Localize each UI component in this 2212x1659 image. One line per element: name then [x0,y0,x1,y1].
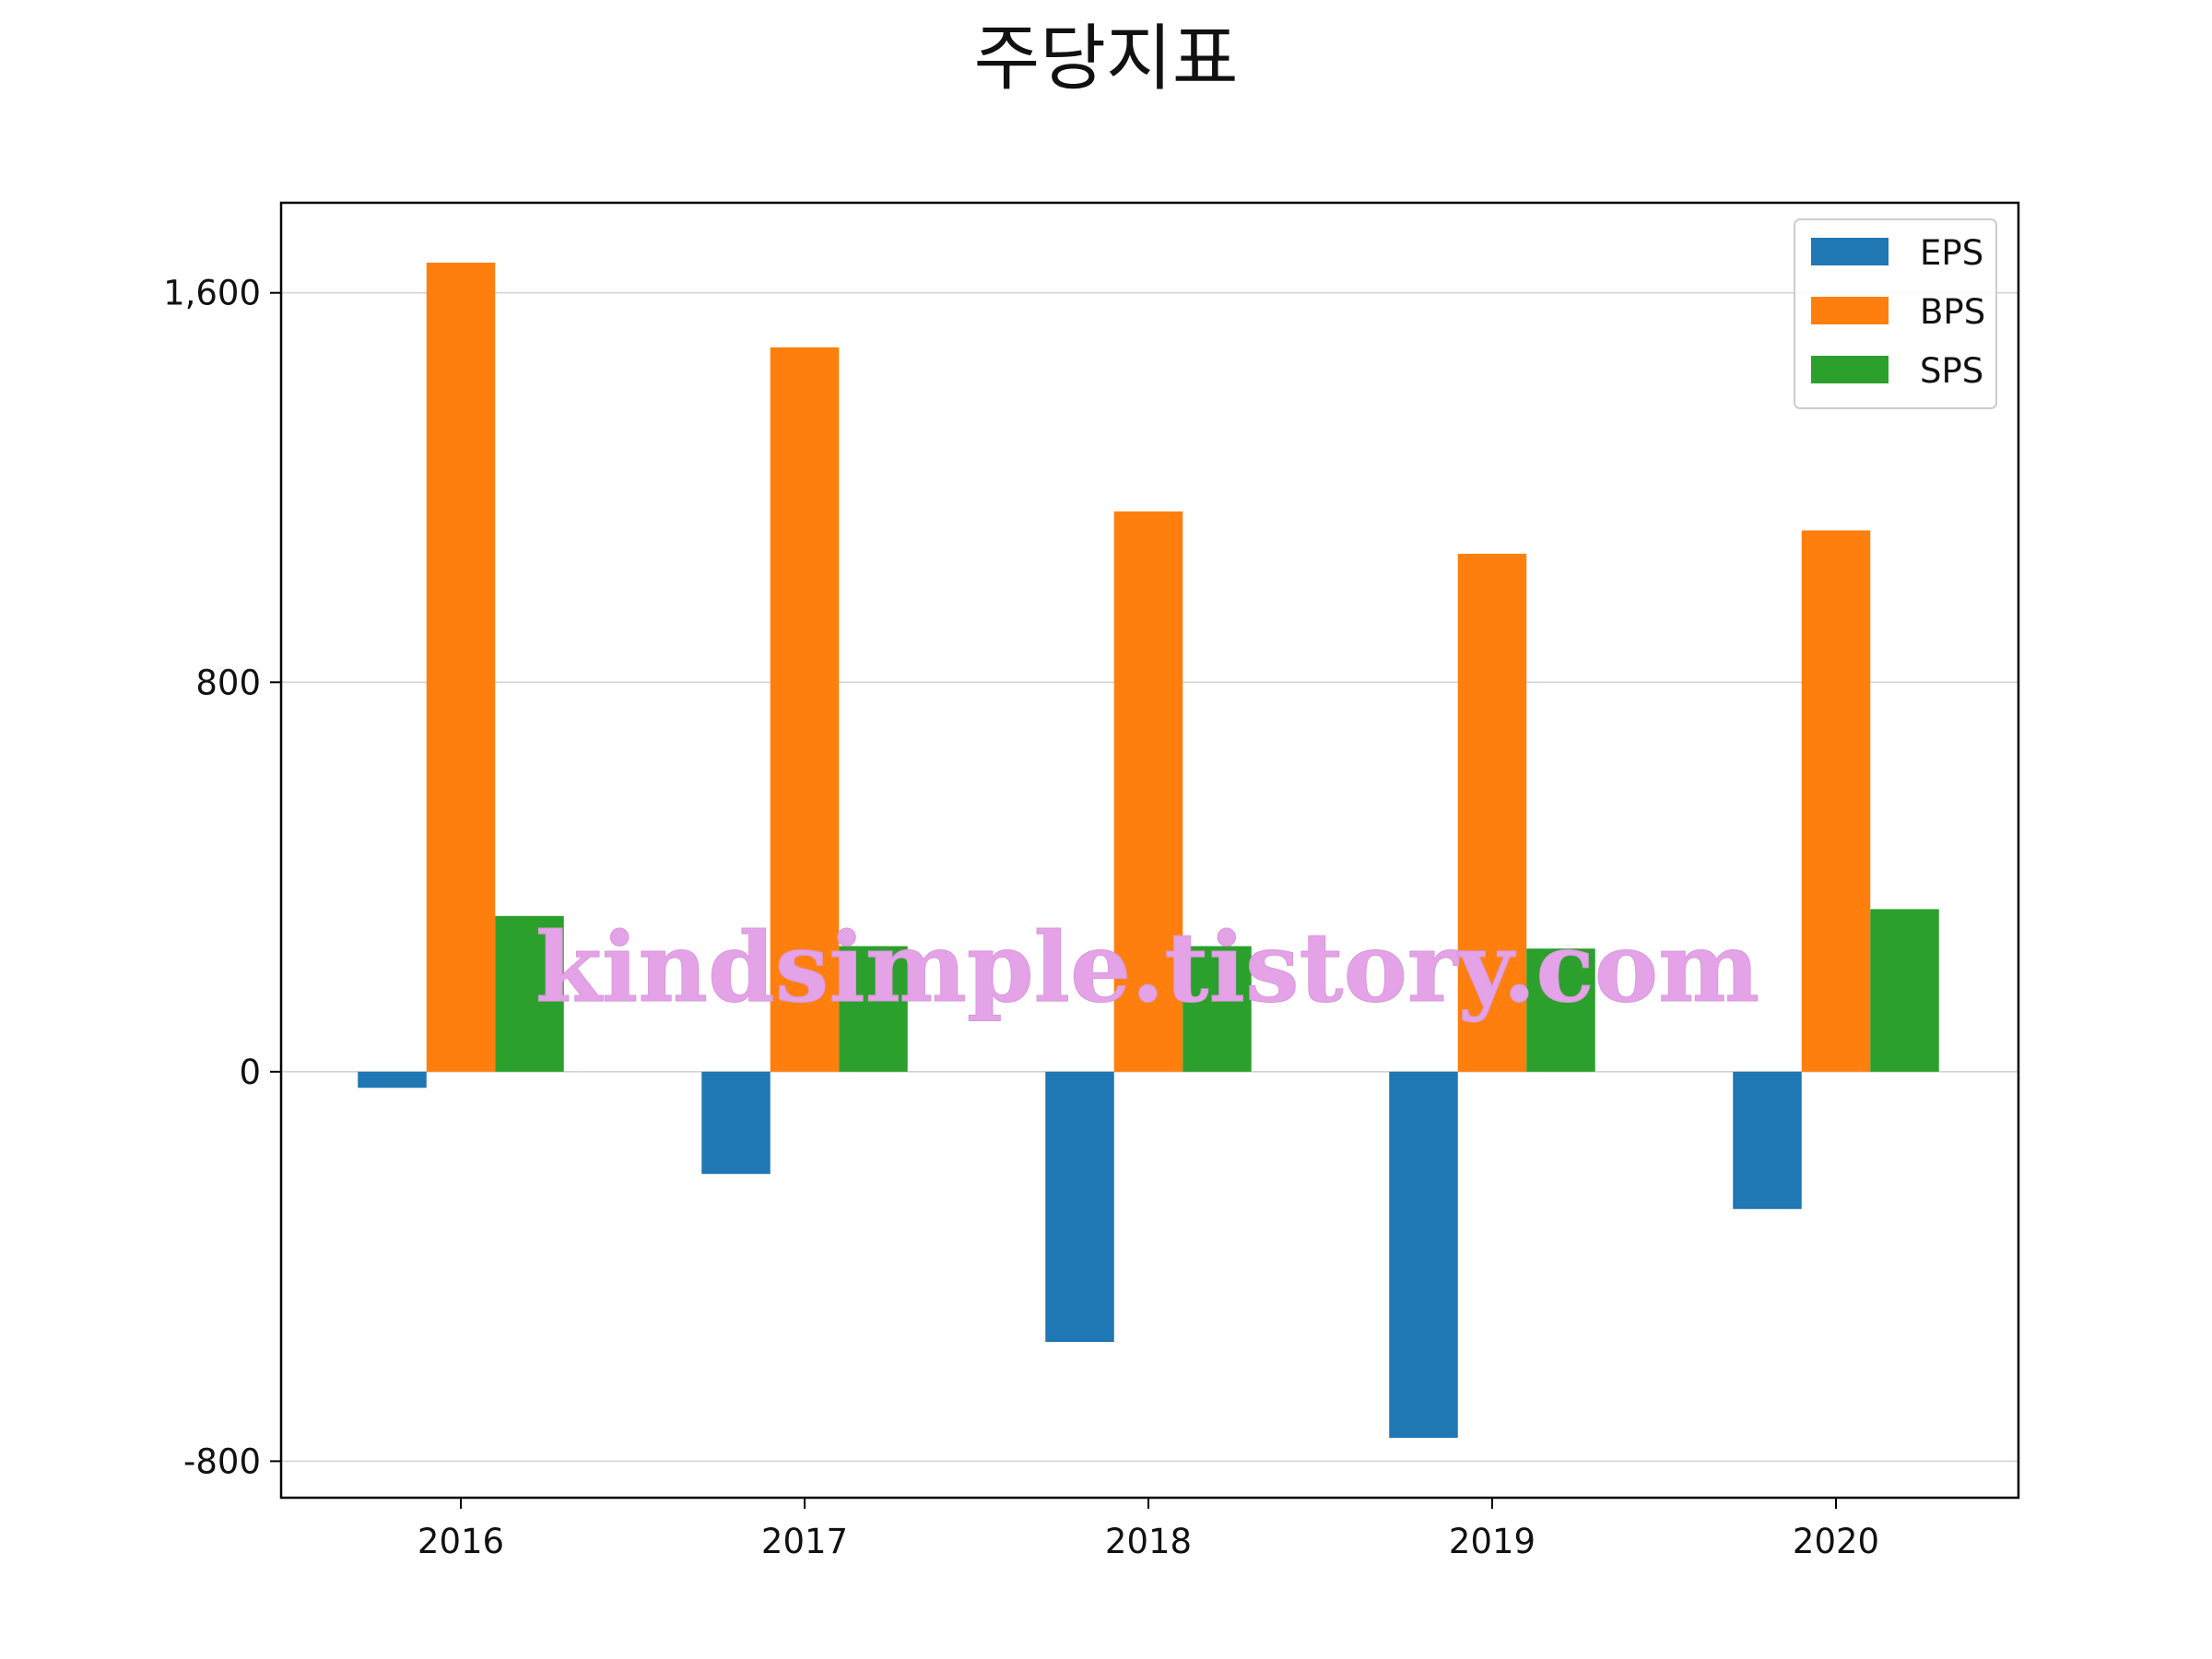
x-tick-label: 2016 [418,1522,504,1561]
bar-eps-2016 [358,1071,427,1088]
x-tick-label: 2019 [1449,1522,1535,1561]
bar-sps-2018 [1182,946,1252,1072]
y-tick-label: 800 [195,663,261,702]
bar-bps-2019 [1457,553,1527,1072]
bar-bps-2017 [770,347,840,1072]
y-tick-label: 0 [239,1053,261,1092]
bar-bps-2020 [1801,530,1871,1072]
bar-eps-2017 [701,1071,771,1174]
bar-bps-2016 [426,262,496,1072]
chart-title: 주당지표 [973,18,1238,100]
legend-label-bps: BPS [1920,292,1985,332]
axes: -800 0 800 1,600 2016 2017 2018 2019 2020 [163,201,2020,1561]
legend-swatch-bps [1811,297,1888,324]
x-tick-label: 2018 [1105,1522,1192,1561]
x-tick-label: 2020 [1793,1522,1879,1561]
bar-sps-2016 [495,915,564,1072]
legend-swatch-sps [1811,356,1888,383]
legend-swatch-eps [1811,238,1888,265]
plot-frame [279,201,2020,1500]
bar-eps-2019 [1389,1071,1458,1439]
bar-sps-2017 [839,946,908,1072]
y-tick-label: 1,600 [163,274,261,313]
bar-bps-2018 [1113,511,1183,1072]
legend-label-eps: EPS [1920,233,1983,273]
bar-sps-2020 [1870,909,1939,1072]
bar-sps-2019 [1526,948,1595,1072]
watermark-text: kindsimple.tistory.com [535,911,1759,1024]
bar-series-group [358,262,1939,1439]
x-tick-label: 2017 [761,1522,848,1561]
y-tick-label: -800 [183,1441,261,1481]
legend: EPS BPS SPS [1794,218,1997,409]
legend-label-sps: SPS [1920,351,1983,391]
bar-eps-2020 [1733,1071,1802,1209]
bar-eps-2018 [1045,1071,1114,1342]
